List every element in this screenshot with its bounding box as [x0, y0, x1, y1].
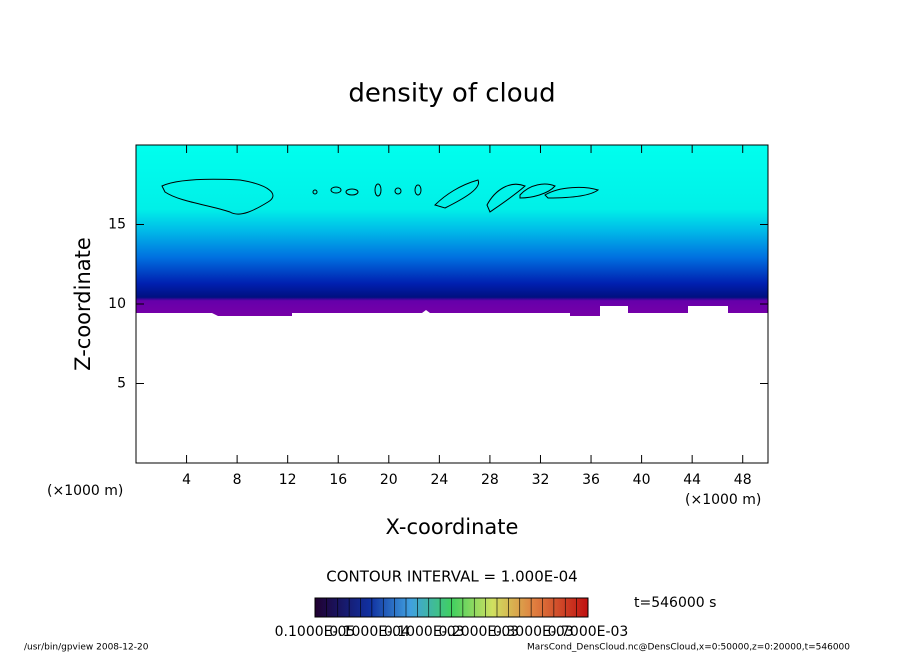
x-tick-label: 16 — [329, 472, 347, 488]
x-tick-label: 44 — [683, 472, 701, 488]
colorbar-label: 0.1000E-04 — [329, 624, 410, 640]
y-axis-label: Z-coordinate — [71, 237, 95, 371]
y-tick-label: 5 — [117, 376, 126, 392]
footer-right: MarsCond_DensCloud.nc@DensCloud,x=0:5000… — [527, 643, 850, 653]
colorbar-label: 0.2000E-03 — [438, 624, 519, 640]
x-tick-label: 36 — [582, 472, 600, 488]
y-unit: (×1000 m) — [47, 483, 123, 499]
contour-interval: CONTOUR INTERVAL = 1.000E-04 — [326, 568, 577, 586]
x-tick-label: 28 — [481, 472, 499, 488]
x-tick-label: 48 — [734, 472, 752, 488]
colorbar-label: 0.3000E-03 — [493, 624, 574, 640]
x-tick-label: 8 — [233, 472, 242, 488]
y-tick-label: 15 — [108, 217, 126, 233]
contour-lines — [161, 178, 600, 215]
chart-title: density of cloud — [348, 79, 555, 109]
time-label: t=546000 s — [634, 595, 716, 611]
footer-left: /usr/bin/gpview 2008-12-20 — [24, 643, 149, 653]
x-axis-label: X-coordinate — [386, 515, 519, 539]
colorbar-label: 0.7000E-03 — [548, 624, 629, 640]
x-tick-label: 12 — [279, 472, 297, 488]
x-tick-label: 40 — [633, 472, 651, 488]
colorbar-label: 0.1000E-03 — [384, 624, 465, 640]
x-unit: (×1000 m) — [685, 492, 761, 508]
colorbar-label: 0.1000E-05 — [275, 624, 356, 640]
x-tick-label: 20 — [380, 472, 398, 488]
x-tick-label: 32 — [532, 472, 550, 488]
y-tick-label: 10 — [108, 296, 126, 312]
cloud-field — [136, 145, 768, 316]
x-tick-label: 24 — [430, 472, 448, 488]
x-tick-label: 4 — [182, 472, 191, 488]
